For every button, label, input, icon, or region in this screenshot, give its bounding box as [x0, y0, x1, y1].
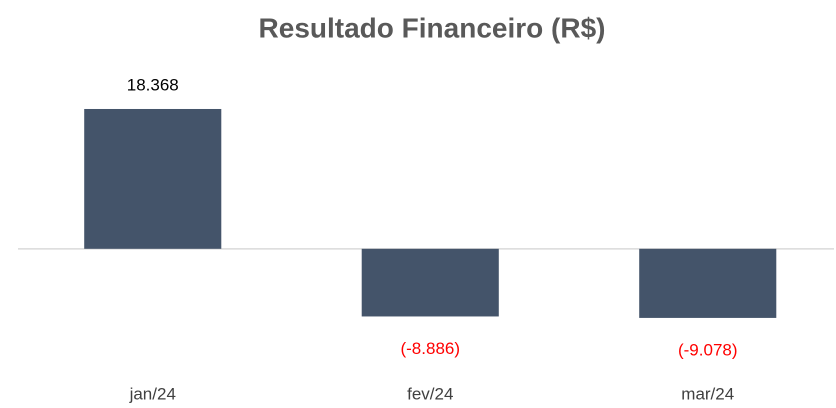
chart-title: Resultado Financeiro (R$) — [259, 12, 606, 43]
bar — [361, 248, 499, 317]
data-label: 18.368 — [127, 75, 179, 94]
data-label: (-9.078) — [678, 340, 738, 359]
data-label: (-8.886) — [400, 339, 460, 358]
x-tick-label: fev/24 — [407, 384, 453, 403]
x-tick-label: mar/24 — [681, 384, 734, 403]
x-tick-label: jan/24 — [129, 384, 176, 403]
bar — [639, 248, 777, 318]
bar — [84, 108, 222, 249]
